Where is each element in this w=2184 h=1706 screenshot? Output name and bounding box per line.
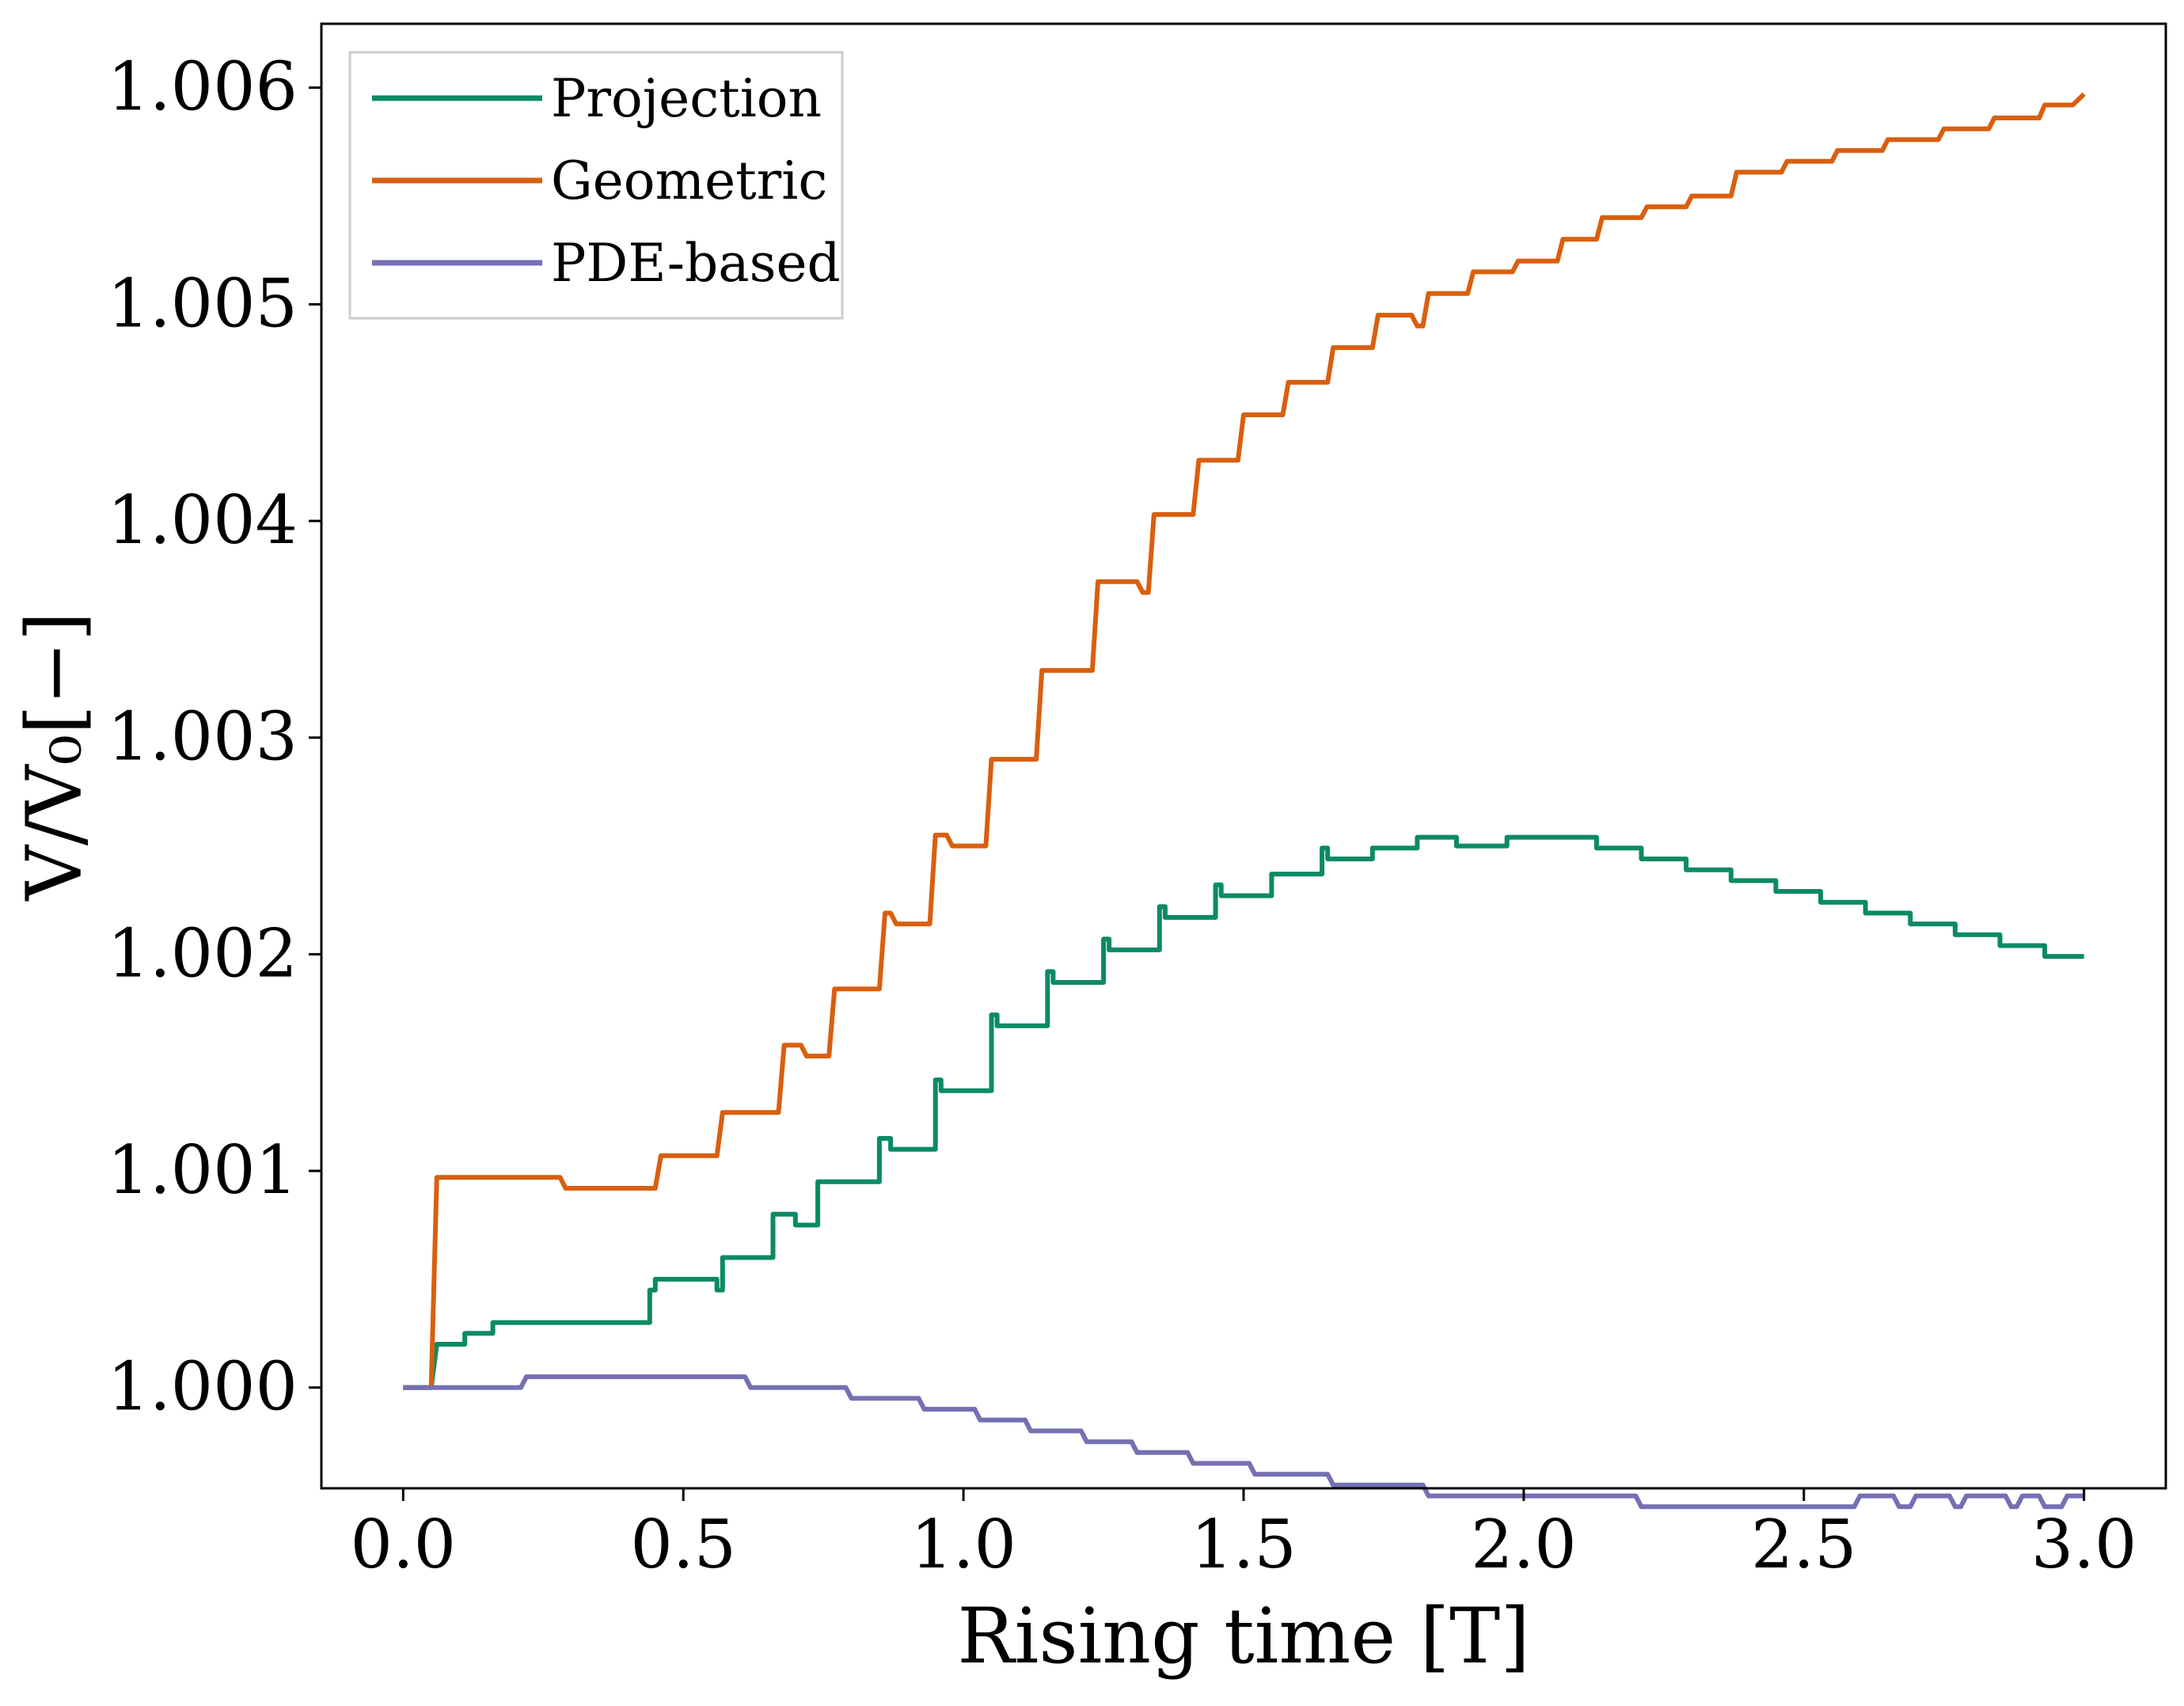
legend: Projection Geometric PDE-based xyxy=(348,51,844,320)
series-line-projection xyxy=(403,834,2084,1390)
y-axis-ticks: 1.000 1.001 1.002 1.003 1.004 1.005 1.006 xyxy=(108,48,321,1426)
x-tick-label: 2.5 xyxy=(1751,1506,1857,1583)
y-tick-label: 1.002 xyxy=(108,914,298,992)
x-tick-label: 1.0 xyxy=(910,1506,1016,1583)
x-axis-ticks: 0.0 0.5 1.0 1.5 2.0 2.5 3.0 xyxy=(351,1488,2137,1583)
y-tick-label: 1.003 xyxy=(108,698,298,776)
legend-label-geometric: Geometric xyxy=(551,150,827,211)
x-axis-label: Rising time [T] xyxy=(957,1592,1529,1681)
legend-label-projection: Projection xyxy=(551,68,822,129)
x-tick-label: 3.0 xyxy=(2031,1506,2137,1583)
y-tick-label: 1.000 xyxy=(108,1348,298,1426)
legend-label-pde-based: PDE-based xyxy=(551,233,841,294)
x-tick-label: 2.0 xyxy=(1471,1506,1577,1583)
y-axis-label: V/V₀[−] xyxy=(10,612,99,902)
y-tick-label: 1.004 xyxy=(108,481,298,559)
x-tick-label: 0.5 xyxy=(630,1506,736,1583)
x-tick-label: 1.5 xyxy=(1191,1506,1297,1583)
series-line-geometric xyxy=(403,92,2086,1390)
x-tick-label: 0.0 xyxy=(351,1506,457,1583)
y-tick-label: 1.006 xyxy=(108,48,298,126)
series-layer xyxy=(403,92,2086,1510)
y-tick-label: 1.001 xyxy=(108,1131,298,1209)
series-line-pde-based xyxy=(403,1374,2084,1510)
y-tick-label: 1.005 xyxy=(108,264,298,342)
